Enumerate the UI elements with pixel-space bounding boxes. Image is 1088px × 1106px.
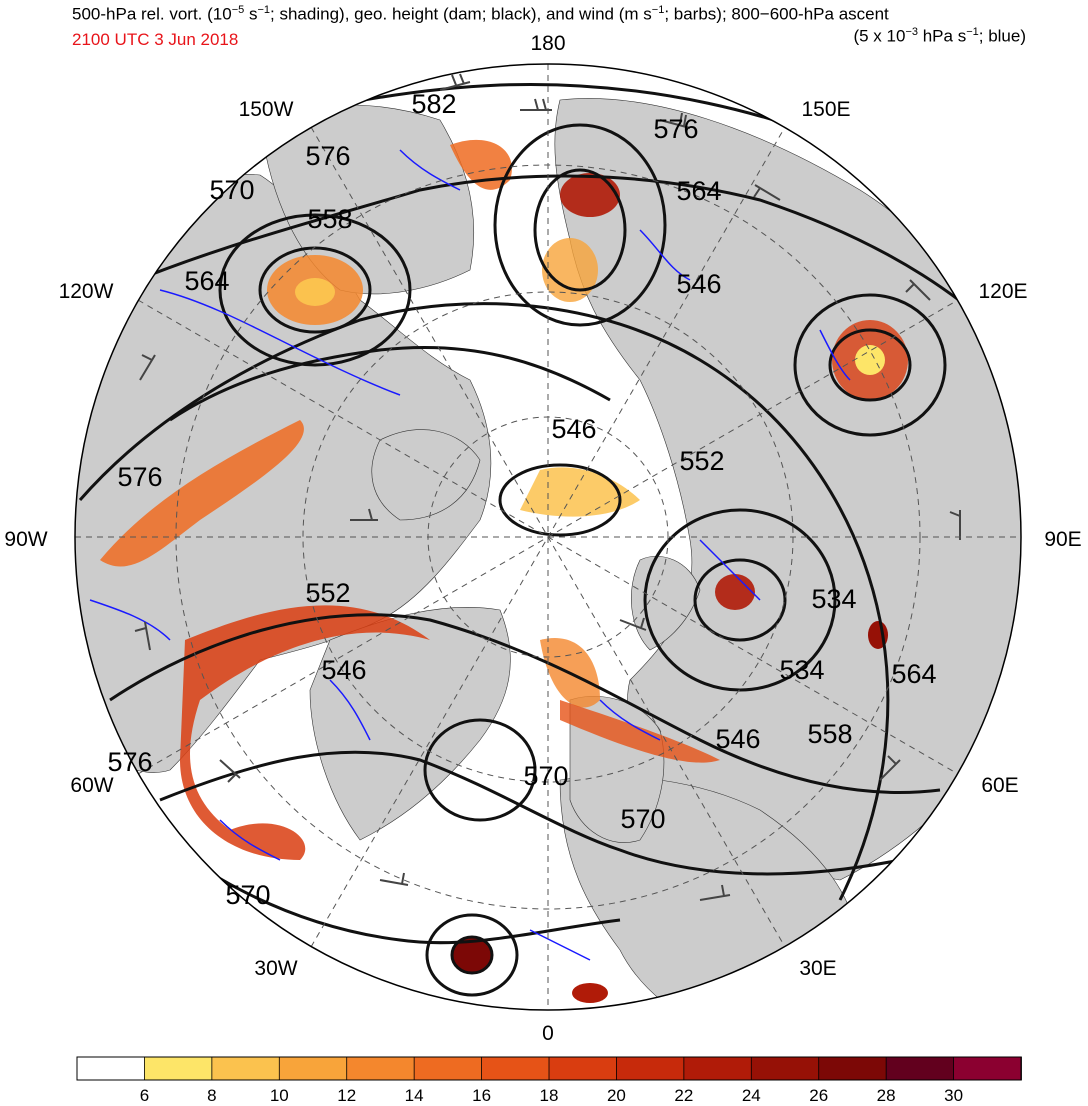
- land-masses: [75, 98, 1021, 1010]
- chart-title: 500-hPa rel. vort. (10−5 s−1; shading), …: [72, 4, 889, 24]
- contour-label: 570: [225, 880, 270, 910]
- arctic-islands: [371, 429, 481, 521]
- contour-label: 546: [551, 414, 596, 444]
- globe-boundary: [74, 63, 1022, 1011]
- contour-label: 534: [779, 655, 824, 685]
- valid-time: 2100 UTC 3 Jun 2018: [72, 30, 239, 49]
- colorbar-cell: [683, 1056, 753, 1081]
- colorbar-cell: [413, 1056, 483, 1081]
- contour-label: 546: [676, 269, 721, 299]
- colorbar-tick-label: 10: [270, 1086, 289, 1105]
- colorbar-cell: [346, 1056, 416, 1081]
- contour-label: 552: [679, 446, 724, 476]
- vorticity-shading: [100, 139, 908, 1003]
- lon-label-60e: 60E: [981, 774, 1018, 797]
- contour-label: 558: [807, 719, 852, 749]
- colorbar-cell: [750, 1056, 820, 1081]
- contour-label: 570: [523, 761, 568, 791]
- contour-label: 564: [184, 266, 229, 296]
- height-contours: [78, 83, 1021, 997]
- greenland: [309, 607, 511, 841]
- colorbar-cell: [278, 1056, 348, 1081]
- lon-label-60w: 60W: [70, 774, 113, 797]
- colorbar-tick-label: 14: [405, 1086, 424, 1105]
- colorbar-cell: [616, 1056, 685, 1081]
- lon-label-180: 180: [530, 32, 565, 55]
- colorbar-cell: [211, 1056, 281, 1081]
- colorbar-cell: [885, 1056, 955, 1081]
- colorbar-cell: [76, 1056, 146, 1081]
- lon-label-150w: 150W: [239, 98, 294, 121]
- lon-label-30w: 30W: [254, 957, 297, 980]
- contour-label: 576: [107, 747, 152, 777]
- longitude-labels: 180 0 90W 90E 150W 150E 120W 120E 60W 60…: [4, 32, 1081, 1045]
- colorbar-tick-label: 6: [140, 1086, 149, 1105]
- colorbar-cell: [144, 1056, 213, 1081]
- lon-label-90e: 90E: [1044, 528, 1081, 551]
- colorbar-tick-label: 8: [207, 1086, 216, 1105]
- contour-label: 558: [307, 204, 352, 234]
- contour-label: 576: [305, 141, 350, 171]
- lon-label-90w: 90W: [4, 528, 47, 551]
- lon-label-120w: 120W: [59, 280, 114, 303]
- colorbar-tick-label: 26: [809, 1086, 828, 1105]
- contour-label: 570: [209, 175, 254, 205]
- lon-label-120e: 120E: [978, 280, 1027, 303]
- colorbar-frame: [76, 1056, 1022, 1081]
- contour-label: 570: [620, 804, 665, 834]
- contour-label: 546: [715, 724, 760, 754]
- contour-label: 576: [117, 462, 162, 492]
- lon-label-30e: 30E: [799, 957, 836, 980]
- colorbar-tick-label: 24: [742, 1086, 761, 1105]
- ascent-contours: [89, 149, 851, 961]
- colorbar: 6 8 10 12 14 16 18 20 22 24 26 28 30: [76, 1056, 1022, 1105]
- colorbar-tick-label: 16: [472, 1086, 491, 1105]
- lon-label-150e: 150E: [801, 98, 850, 121]
- wind-barbs: [134, 73, 961, 901]
- ascent-units: (5 x 10−3 hPa s−1; blue): [853, 26, 1026, 46]
- graticule: [75, 64, 1021, 1010]
- contour-label: 564: [891, 659, 936, 689]
- contour-label: 534: [811, 584, 856, 614]
- colorbar-cell: [481, 1056, 550, 1081]
- lon-label-0: 0: [542, 1022, 554, 1045]
- contour-labels: 582 576 576 570 558 564 564 546 546 552 …: [107, 89, 936, 910]
- colorbar-cell: [818, 1056, 888, 1081]
- colorbar-tick-label: 18: [540, 1086, 559, 1105]
- colorbar-tick-label: 20: [607, 1086, 626, 1105]
- colorbar-cell: [953, 1056, 1022, 1081]
- contour-label: 552: [305, 578, 350, 608]
- colorbar-cell: [548, 1056, 618, 1081]
- colorbar-tick-label: 12: [337, 1086, 356, 1105]
- contour-label: 546: [321, 655, 366, 685]
- colorbar-tick-label: 30: [944, 1086, 963, 1105]
- contour-label: 564: [676, 176, 721, 206]
- contour-label: 576: [653, 114, 698, 144]
- colorbar-tick-label: 28: [877, 1086, 896, 1105]
- colorbar-tick-label: 22: [674, 1086, 693, 1105]
- contour-label: 582: [411, 89, 456, 119]
